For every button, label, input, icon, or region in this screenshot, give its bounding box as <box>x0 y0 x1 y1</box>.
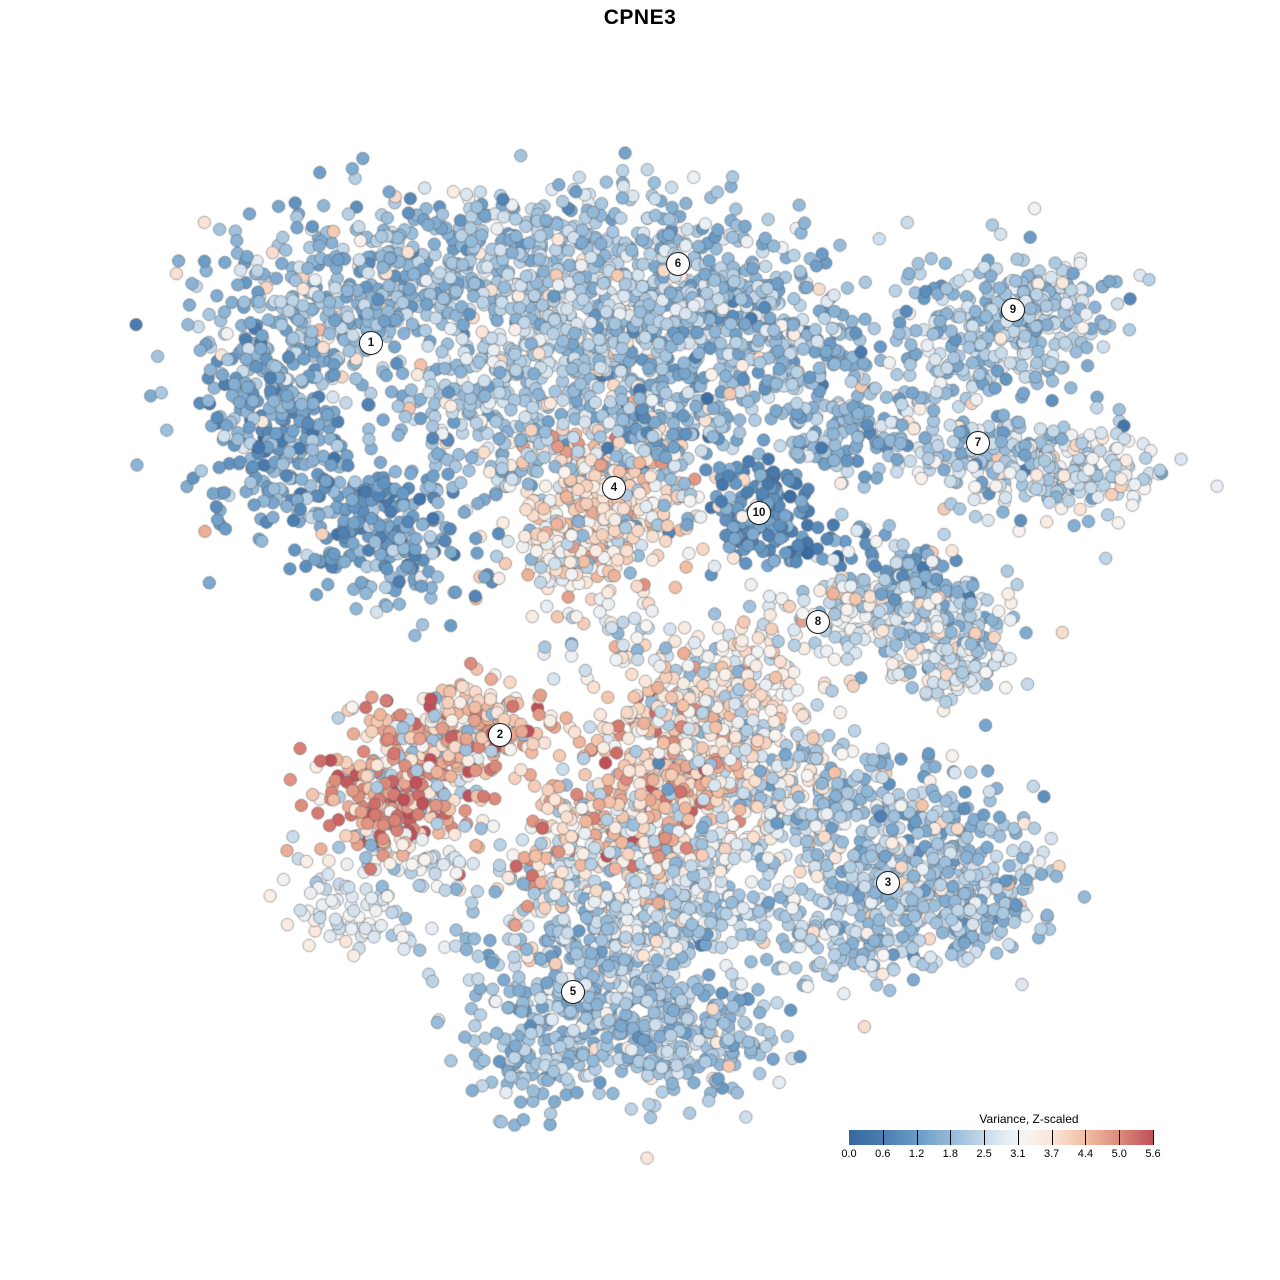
cluster-label-9: 9 <box>1001 298 1025 322</box>
colorbar-tick <box>1085 1130 1087 1145</box>
colorbar-tick <box>916 1130 918 1145</box>
colorbar-tick <box>1051 1130 1053 1145</box>
cluster-label-6: 6 <box>666 252 690 276</box>
cluster-label-2: 2 <box>488 723 512 747</box>
cluster-label-8: 8 <box>806 610 830 634</box>
colorbar-tick <box>1017 1130 1019 1145</box>
colorbar-gradient <box>849 1130 1154 1145</box>
colorbar-title: Variance, Z-scaled <box>979 1112 1079 1126</box>
colorbar-tick-label: 0.6 <box>875 1148 891 1160</box>
colorbar-tick-label: 3.1 <box>1010 1148 1026 1160</box>
cluster-label-7: 7 <box>966 431 990 455</box>
cluster-label-3: 3 <box>876 871 900 895</box>
cluster-label-4: 4 <box>602 476 626 500</box>
colorbar-tick <box>984 1130 986 1145</box>
colorbar-tick-label: 3.7 <box>1044 1148 1060 1160</box>
cluster-label-1: 1 <box>359 331 383 355</box>
colorbar-tick-label: 0.0 <box>841 1148 857 1160</box>
colorbar-tick-labels: 0.0 0.6 1.2 1.8 2.5 3.1 3.7 4.4 5.0 5.6 <box>841 1148 1160 1161</box>
colorbar-tick-label: 1.8 <box>942 1148 958 1160</box>
colorbar-tick-label: 2.5 <box>976 1148 992 1160</box>
colorbar-tick <box>1153 1130 1154 1145</box>
colorbar-tick-label: 1.2 <box>908 1148 925 1160</box>
cluster-label-5: 5 <box>561 980 585 1004</box>
colorbar-tick-label: 5.0 <box>1111 1148 1127 1160</box>
colorbar-tick <box>1119 1130 1121 1145</box>
colorbar-legend: Variance, Z-scaled 0.0 0.6 1.2 1.8 2.5 3.1 3.7… <box>841 1112 1160 1161</box>
chart-title: CPNE3 <box>603 6 677 29</box>
colorbar-tick-label: 4.4 <box>1077 1148 1094 1160</box>
colorbar-tick-label: 5.6 <box>1145 1148 1161 1160</box>
cluster-label-10: 10 <box>747 501 771 525</box>
colorbar-tick <box>950 1130 952 1145</box>
colorbar-tick <box>882 1130 884 1145</box>
